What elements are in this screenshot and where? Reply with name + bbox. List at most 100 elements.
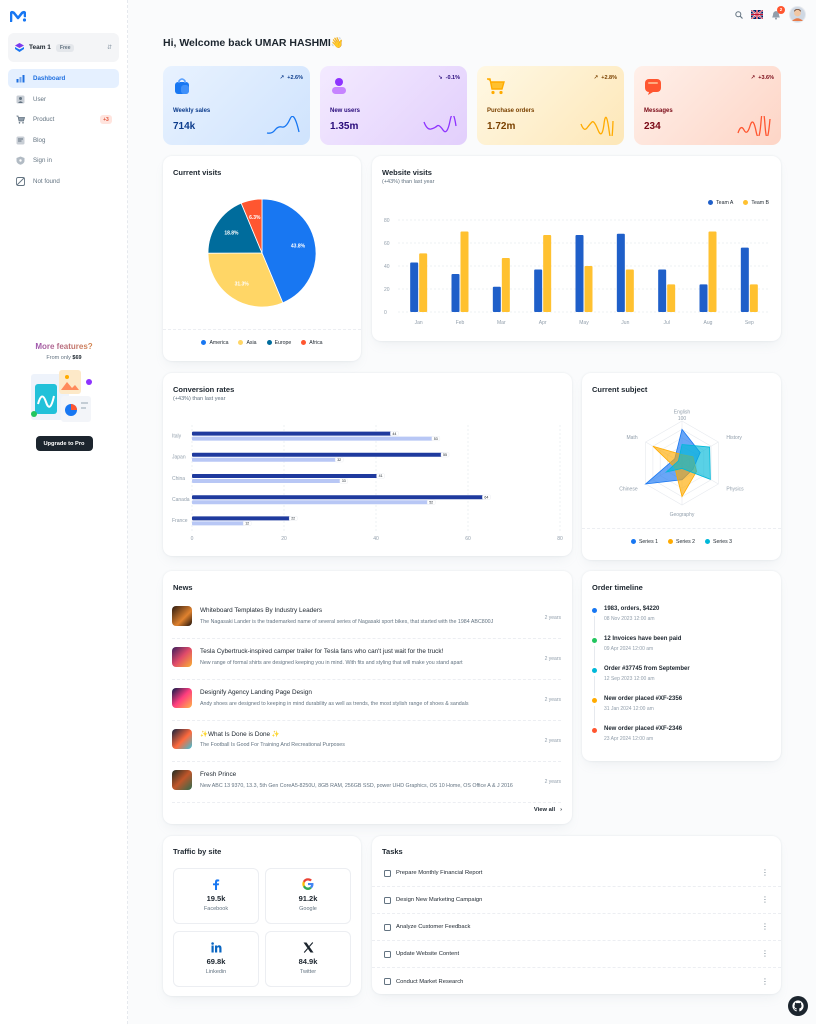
pie-slice-label: 6.3%: [249, 215, 261, 221]
news-item[interactable]: ✨What Is Done is Done ✨ The Football Is …: [172, 721, 561, 762]
news-title[interactable]: Tesla Cybertruck-inspired camper trailer…: [200, 648, 444, 655]
legend-label: Series 2: [675, 539, 696, 545]
legend-item[interactable]: Series 2: [667, 539, 696, 545]
y-tick-label: 40: [384, 264, 390, 270]
task-checkbox[interactable]: [384, 923, 391, 931]
task-label: Analyze Customer Feedback: [396, 924, 471, 930]
bar: [534, 269, 543, 312]
task-checkbox[interactable]: [384, 869, 391, 877]
sidebar-item-dashboard[interactable]: Dashboard: [8, 69, 119, 88]
timeline-dot: [592, 608, 597, 613]
traffic-value: 91.2k: [298, 894, 318, 903]
x-tick-label: Mar: [497, 320, 506, 326]
more-vertical-icon[interactable]: ⋮: [761, 949, 769, 958]
x-tick-label: Jan: [415, 320, 423, 326]
news-item[interactable]: Tesla Cybertruck-inspired camper trailer…: [172, 639, 561, 680]
bar: [616, 233, 625, 312]
stat-label: Purchase orders: [487, 108, 535, 114]
trend-value: +2.6%: [287, 75, 303, 81]
legend-item[interactable]: Team B: [743, 200, 769, 206]
card-title: Website visits: [382, 168, 432, 177]
bar: [192, 431, 395, 436]
task-checkbox[interactable]: [384, 950, 391, 958]
stat-value: 1.72m: [487, 121, 516, 132]
bar: [192, 495, 487, 500]
timeline-connector: [594, 706, 595, 726]
sidebar-item-not-found[interactable]: Not found: [8, 172, 119, 191]
news-description: New range of formal shirts are designed …: [200, 660, 463, 666]
card-title: Traffic by site: [173, 847, 222, 856]
logo-icon[interactable]: [10, 10, 26, 22]
legend-item[interactable]: Europe: [266, 340, 291, 346]
sidebar-item-product[interactable]: Product +3: [8, 110, 119, 129]
github-button[interactable]: [788, 996, 808, 1016]
more-vertical-icon[interactable]: ⋮: [761, 868, 769, 877]
x-tick-label: Aug: [704, 320, 713, 326]
legend-item[interactable]: Asia: [238, 340, 257, 346]
legend-label: Africa: [309, 340, 323, 346]
more-vertical-icon[interactable]: ⋮: [761, 922, 769, 931]
news-item[interactable]: Designify Agency Landing Page Design And…: [172, 680, 561, 721]
news-title[interactable]: Whiteboard Templates By Industry Leaders: [200, 607, 323, 614]
trend-indicator: ↘ -0.1%: [438, 75, 460, 81]
linkedin-icon: [210, 941, 222, 953]
task-checkbox[interactable]: [384, 896, 391, 904]
card-title: Order timeline: [592, 583, 643, 592]
stat-card-purchase-orders: ↗ +2.8% Purchase orders 1.72m: [477, 66, 624, 145]
legend-item[interactable]: Team A: [708, 200, 733, 206]
search-icon[interactable]: [735, 10, 743, 19]
product-count-badge: +3: [100, 115, 112, 125]
news-title[interactable]: Designify Agency Landing Page Design: [200, 689, 312, 696]
stat-label: New users: [330, 108, 361, 114]
bar: [192, 436, 436, 441]
team-switcher[interactable]: Team 1 Free ⇵: [8, 33, 119, 62]
news-title[interactable]: ✨What Is Done is Done ✨: [200, 731, 280, 738]
radar-axis-label: Chinese: [619, 486, 638, 492]
lock-icon: [15, 156, 25, 166]
x-tick-label: Apr: [539, 320, 547, 326]
view-all-link[interactable]: View all ›: [534, 807, 562, 813]
radar-axis-label: Math: [626, 435, 637, 441]
legend-item[interactable]: Series 1: [630, 539, 658, 545]
uk-flag-icon[interactable]: [751, 10, 763, 19]
news-thumbnail: [172, 688, 192, 708]
news-description: The Nagasaki Lander is the trademarked n…: [200, 619, 494, 625]
sidebar-item-user[interactable]: User: [8, 90, 119, 109]
legend-dot: [705, 539, 711, 545]
news-thumbnail: [172, 647, 192, 667]
legend-item[interactable]: Series 3: [705, 539, 732, 545]
sidebar-item-label: Blog: [33, 136, 46, 144]
sidebar-item-label: Sign in: [33, 157, 52, 165]
divider: [582, 528, 781, 529]
news-item[interactable]: Fresh Prince New ABC 13 9370, 13.3, 5th …: [172, 762, 561, 803]
timeline-time: 08 Nov 2023 12:00 am: [604, 616, 655, 622]
task-checkbox[interactable]: [384, 978, 391, 985]
notifications-button[interactable]: 2: [771, 5, 785, 20]
chart-legend: America Asia Europe Africa: [163, 340, 361, 346]
timeline-dot: [592, 638, 597, 643]
bar: [192, 521, 248, 526]
news-title[interactable]: Fresh Prince: [200, 771, 237, 778]
more-vertical-icon[interactable]: ⋮: [761, 895, 769, 904]
traffic-label: Google: [299, 906, 317, 912]
timeline-time: 12 Sep 2023 12:00 am: [604, 676, 655, 682]
legend-item[interactable]: Africa: [301, 340, 323, 346]
card-subtitle: (+43%) than last year: [382, 179, 435, 185]
user-icon: [15, 94, 25, 104]
conversion-rates-bar-chart: 0 20 40 60 80 Italy 44 53 Japan 55 32 China 41 33 Cana…: [172, 425, 563, 542]
sidebar-item-sign-in[interactable]: Sign in: [8, 151, 119, 170]
legend-dot: [630, 539, 636, 545]
avatar[interactable]: [789, 6, 806, 23]
x-tick-label: 20: [281, 536, 287, 542]
trend-up-icon: ↗: [750, 75, 756, 81]
blog-icon: [15, 135, 25, 145]
pie-slice: [207, 202, 263, 254]
upgrade-button[interactable]: Upgrade to Pro: [35, 436, 93, 451]
news-item[interactable]: Whiteboard Templates By Industry Leaders…: [172, 598, 561, 639]
data-label-bg: [431, 436, 440, 441]
promo-price-prefix: From only: [46, 355, 71, 361]
sidebar-item-blog[interactable]: Blog: [8, 131, 119, 150]
more-vertical-icon[interactable]: ⋮: [761, 976, 769, 986]
bar: [625, 269, 634, 312]
legend-item[interactable]: America: [201, 340, 228, 346]
